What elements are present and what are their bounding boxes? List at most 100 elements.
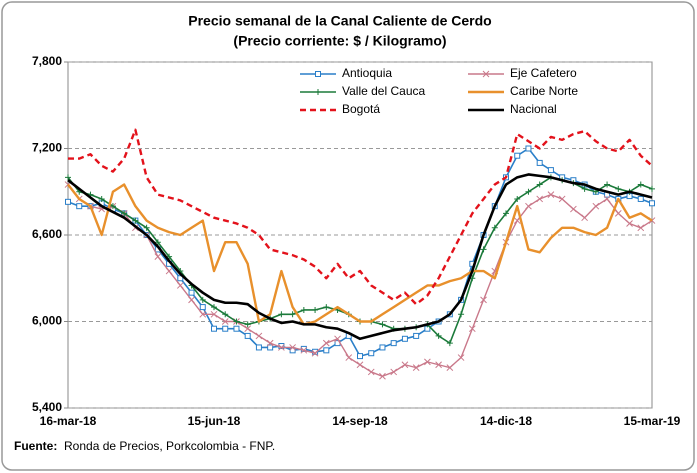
marker [154,239,161,246]
marker [312,306,319,313]
marker [244,321,251,328]
marker [480,246,487,253]
marker [480,296,487,304]
marker [637,195,644,202]
marker [255,332,263,340]
legend-label: Eje Cafetero [510,66,577,80]
marker [547,167,554,174]
marker [536,181,543,188]
marker [592,202,600,210]
legend-label: Antioquia [342,66,392,80]
marker [300,345,307,352]
marker [65,198,71,205]
marker [637,181,644,188]
marker [255,344,262,351]
marker [637,224,645,232]
marker [547,191,555,198]
marker [334,335,341,343]
legend-label: Caribe Norte [510,84,578,98]
marker [581,185,588,192]
marker [121,210,128,217]
marker [401,335,408,342]
marker [368,350,375,357]
marker [267,344,274,351]
marker [458,311,465,318]
marker [315,71,321,77]
legend-label: Valle del Cauca [342,84,425,98]
marker [143,224,150,231]
y-tick-label: 7,200 [32,141,62,155]
marker [311,349,319,357]
marker [188,296,195,304]
marker [199,304,206,311]
marker [491,224,498,231]
marker [199,310,207,318]
marker [525,145,532,152]
marker [289,344,296,351]
marker [525,188,532,195]
marker [379,344,386,351]
marker [357,353,363,360]
marker [323,347,330,354]
marker [503,210,509,217]
marker [154,253,162,260]
x-tick-label: 15-jun-18 [188,414,241,428]
marker [536,195,544,203]
marker [322,339,330,347]
marker [367,368,375,376]
marker [76,203,83,210]
series-line [67,183,653,326]
marker [266,339,274,347]
y-tick-label: 5,400 [32,400,62,414]
marker [390,340,397,347]
marker [536,159,543,166]
marker [132,217,139,224]
marker [525,202,532,210]
marker [379,321,386,328]
marker [615,185,622,192]
marker [210,310,218,318]
marker [379,372,386,380]
marker [109,203,116,210]
marker [581,214,588,222]
source-label: Fuente: [14,439,57,453]
marker [233,318,240,325]
marker [315,89,321,95]
marker [211,304,217,311]
marker [221,318,229,325]
marker [289,311,296,318]
source: Ronda de Precios, Porkcolombia - FNP. [64,439,275,453]
marker [356,361,364,369]
marker [278,311,285,318]
y-tick-label: 6,600 [32,227,62,241]
marker [233,325,240,332]
marker [457,354,465,361]
marker [222,311,229,318]
chart-title: Precio semanal de la Canal Caliente de C… [188,13,491,29]
x-tick-label: 14-dic-18 [480,414,532,428]
marker [649,200,655,207]
marker [345,354,353,361]
marker [570,205,577,213]
marker [649,185,655,192]
marker [278,344,285,351]
chart-subtitle: (Precio corriente: $ / Kilogramo) [233,33,446,49]
marker [435,332,442,339]
marker [401,361,409,369]
legend-label: Nacional [510,102,557,116]
marker [468,325,476,333]
x-tick-label: 16-mar-18 [40,414,97,428]
marker [446,340,453,347]
series-line [68,128,653,306]
marker [604,181,611,188]
marker [323,304,330,311]
marker [165,267,173,275]
marker [176,282,184,289]
marker [424,358,431,366]
marker [188,289,195,296]
marker [177,275,184,282]
x-tick-label: 14-sep-18 [332,414,388,428]
marker [222,325,229,332]
legend [296,64,628,120]
